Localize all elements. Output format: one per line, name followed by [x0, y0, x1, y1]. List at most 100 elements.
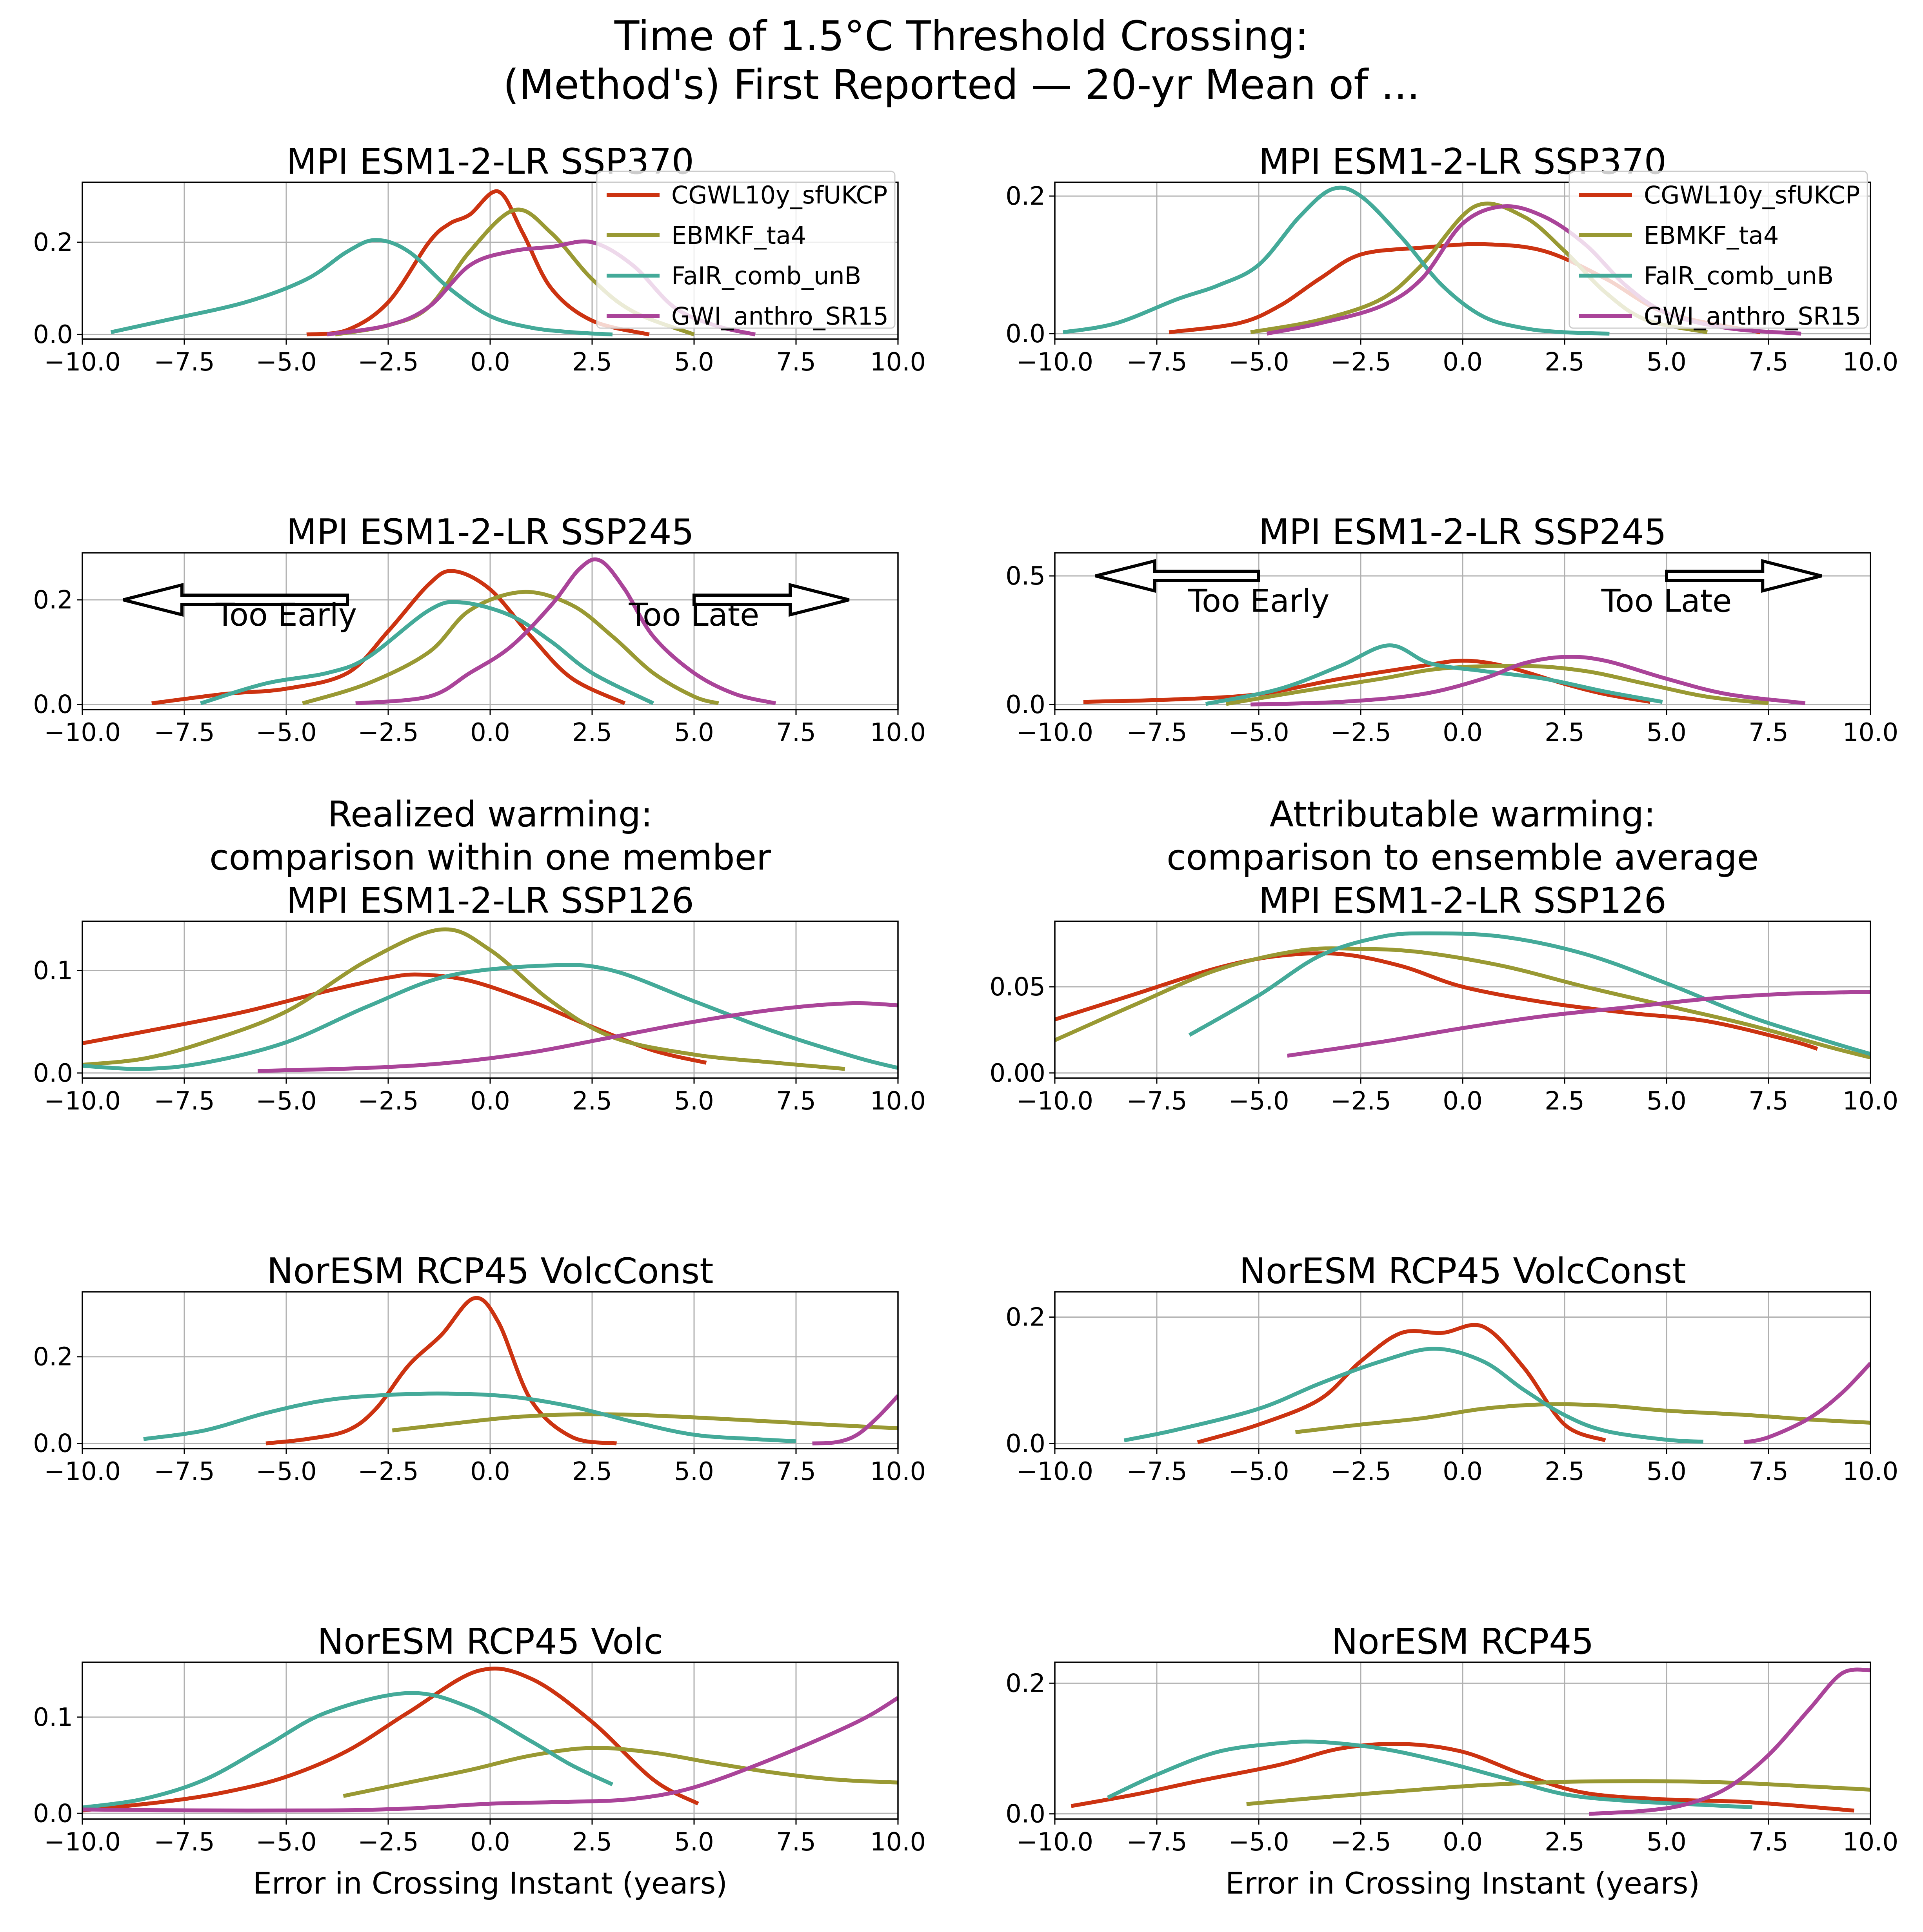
series-line-cgwl10y-sfukcp [306, 189, 650, 337]
y-tick-label: 0.0 [1005, 690, 1045, 719]
x-tick-label: −10.0 [44, 718, 121, 747]
x-tick-label: 0.0 [1443, 1457, 1483, 1486]
x-tick-label: 7.5 [1749, 1457, 1788, 1486]
y-tick-label: 0.0 [1005, 320, 1045, 349]
x-tick-label: −2.5 [1330, 1828, 1391, 1857]
x-tick-label: 2.5 [572, 718, 612, 747]
too-early-arrow [123, 583, 349, 617]
legend-label: EBMKF_ta4 [1644, 221, 1779, 250]
too-early-label: Too Early [215, 597, 357, 633]
series-group [1083, 643, 1806, 706]
legend-box [1569, 171, 1868, 329]
legend-label: GWI_anthro_SR15 [671, 302, 889, 330]
subplot-title: comparison to ensemble average [1167, 837, 1759, 878]
x-tick-label: 0.0 [1443, 1828, 1483, 1857]
subplot-10: −10.0 −7.5 −5.0 −2.5 0.0 2.5 5.0 7.5 10.0 0.0 0.2 N… [1005, 1621, 1898, 1901]
x-tick-label: −5.0 [256, 348, 316, 377]
series-line-cgwl10y-sfukcp [1055, 951, 1818, 1051]
x-tick-label: 5.0 [1647, 718, 1687, 747]
series-line-gwi-anthro-sr15 [82, 1696, 898, 1813]
x-tick-label: −10.0 [44, 1087, 121, 1116]
x-tick-label: 2.5 [572, 1087, 612, 1116]
subplot-4: Too Early Too Late −10.0 −7.5 −5.0 −2.5 0.0 2.5… [1005, 512, 1898, 747]
subplot-1: −10.0 −7.5 −5.0 −2.5 0.0 2.5 5.0 7.5 10.00.00.2M… [33, 141, 926, 377]
series-line-gwi-anthro-sr15 [1743, 1362, 1870, 1444]
x-tick-label: 2.5 [1545, 718, 1585, 747]
x-tick-label: 5.0 [674, 1828, 714, 1857]
x-tick-label: 0.0 [470, 1087, 510, 1116]
x-tick-label: 0.0 [470, 718, 510, 747]
subplot-8: −10.0 −7.5 −5.0 −2.5 0.0 2.5 5.0 7.5 10.0 0.0 0.2 N… [1005, 1251, 1898, 1486]
x-tick-label: 5.0 [1647, 1457, 1687, 1486]
y-tick-label: 0.0 [33, 690, 73, 719]
x-tick-label: −2.5 [358, 1457, 418, 1486]
series-line-fair-comb-unb [1205, 643, 1663, 706]
x-tick-label: −7.5 [1126, 348, 1187, 377]
series-line-fair-comb-unb [82, 963, 898, 1071]
x-tick-label: −2.5 [1330, 718, 1391, 747]
x-tick-label: −10.0 [1016, 718, 1093, 747]
subplot-title: comparison within one member [209, 837, 771, 878]
subplot-7: −10.0 −7.5 −5.0 −2.5 0.0 2.5 5.0 7.5 10.0 0.0 0.2 N… [33, 1251, 926, 1486]
series-line-ebmkf-ta4 [392, 1412, 898, 1433]
series-line-fair-comb-unb [1062, 185, 1610, 336]
series-line-ebmkf-ta4 [1055, 946, 1870, 1060]
x-tick-label: −10.0 [44, 1457, 121, 1486]
x-tick-label: −2.5 [358, 718, 418, 747]
x-tick-label: −10.0 [44, 348, 121, 377]
y-tick-label: 0.0 [1005, 1800, 1045, 1829]
x-tick-label: −5.0 [1228, 718, 1289, 747]
x-tick-label: 2.5 [572, 1457, 612, 1486]
x-tick-label: −10.0 [44, 1828, 121, 1857]
x-tick-label: 5.0 [674, 718, 714, 747]
x-axis-label: Error in Crossing Instant (years) [1225, 1866, 1700, 1901]
x-tick-label: 2.5 [572, 1828, 612, 1857]
x-tick-label: 10.0 [1843, 1828, 1899, 1857]
x-tick-label: 7.5 [1749, 348, 1788, 377]
series-group [82, 1667, 898, 1813]
y-tick-label: 0.05 [990, 973, 1046, 1002]
x-tick-label: 5.0 [1647, 1828, 1687, 1857]
x-tick-label: 2.5 [1545, 1087, 1585, 1116]
legend-label: GWI_anthro_SR15 [1644, 302, 1861, 330]
x-tick-label: 7.5 [1749, 1828, 1788, 1857]
x-tick-label: −5.0 [1228, 348, 1289, 377]
x-tick-label: 5.0 [674, 1457, 714, 1486]
too-late-label: Too Late [1601, 583, 1732, 619]
series-group [1071, 1667, 1870, 1816]
x-tick-label: −7.5 [1126, 718, 1187, 747]
x-tick-label: −5.0 [256, 1087, 316, 1116]
x-tick-label: −5.0 [1228, 1087, 1289, 1116]
legend-box [596, 171, 896, 329]
x-tick-label: −7.5 [154, 348, 214, 377]
y-tick-label: 0.00 [990, 1059, 1046, 1088]
series-line-gwi-anthro-sr15 [812, 1394, 898, 1445]
x-tick-label: 5.0 [674, 1087, 714, 1116]
x-tick-label: 2.5 [572, 348, 612, 377]
series-line-fair-comb-unb [110, 238, 613, 337]
series-line-cgwl10y-sfukcp [82, 1667, 699, 1812]
x-tick-label: 10.0 [870, 1828, 926, 1857]
subplot-title: NorESM RCP45 VolcConst [1239, 1251, 1686, 1292]
series-group [1123, 1323, 1870, 1444]
y-tick-label: 0.0 [1005, 1429, 1045, 1458]
x-tick-label: 10.0 [1843, 1087, 1899, 1116]
x-tick-label: 10.0 [1843, 348, 1899, 377]
x-tick-label: 7.5 [1749, 1087, 1788, 1116]
subplot-title: NorESM RCP45 [1331, 1621, 1594, 1662]
x-tick-label: −10.0 [1016, 1828, 1093, 1857]
series-line-fair-comb-unb [143, 1391, 796, 1444]
x-tick-label: 7.5 [776, 718, 816, 747]
legend-label: FaIR_comb_unB [671, 261, 861, 290]
y-tick-label: 0.2 [33, 1343, 73, 1372]
x-axis-label: Error in Crossing Instant (years) [253, 1866, 727, 1901]
y-tick-label: 0.0 [33, 1059, 73, 1088]
series-line-fair-comb-unb [1107, 1740, 1752, 1809]
y-tick-label: 0.0 [33, 1799, 73, 1828]
x-tick-label: 0.0 [470, 1828, 510, 1857]
series-line-gwi-anthro-sr15 [1287, 990, 1870, 1058]
subplot-6: −10.0 −7.5 −5.0 −2.5 0.0 2.5 5.0 7.5 10.0 0.00 0.0… [990, 794, 1899, 1116]
figure-title-line2: (Method's) First Reported — 20-yr Mean o… [503, 61, 1420, 109]
x-tick-label: 5.0 [674, 348, 714, 377]
series-group [151, 557, 776, 705]
